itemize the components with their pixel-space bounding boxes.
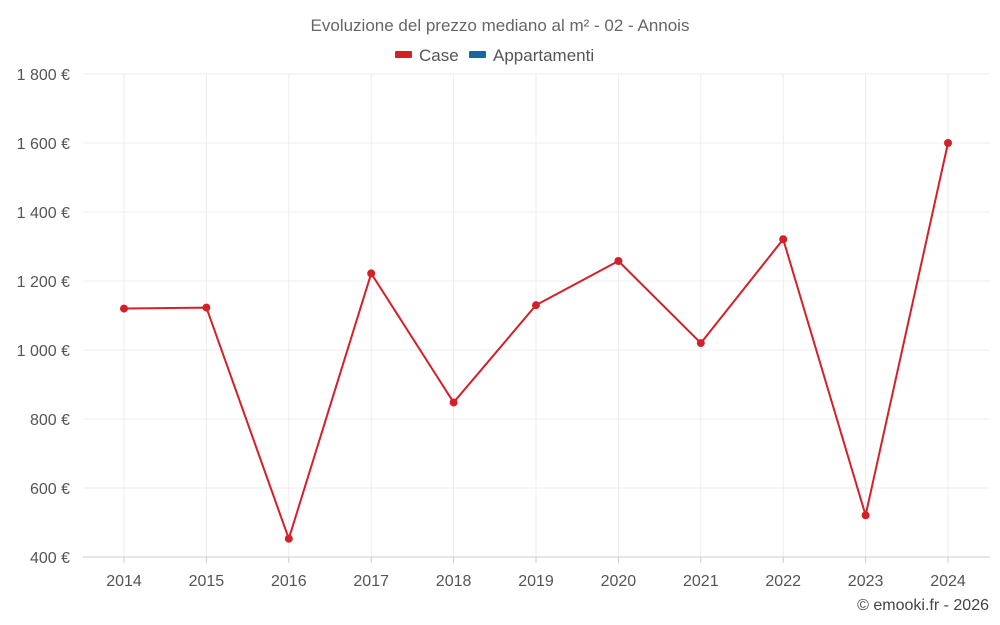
grid-lines: [83, 73, 990, 557]
legend-label-case: Case: [419, 46, 459, 65]
data-point-2021[interactable]: [696, 339, 705, 348]
credit-text: © emooki.fr - 2026: [857, 597, 989, 614]
x-tick-label: 2024: [930, 573, 966, 590]
x-tick-label: 2019: [518, 573, 554, 590]
x-tick-label: 2021: [683, 573, 719, 590]
y-tick-label: 800 €: [30, 412, 70, 429]
legend-item-appartamenti[interactable]: Appartamenti: [469, 46, 594, 65]
series-layer: [120, 139, 952, 543]
data-point-2024[interactable]: [944, 139, 952, 147]
y-axis-ticks: 400 € 600 € 800 € 1 000 € 1 200 € 1 400 € 1 60…: [17, 67, 70, 567]
y-tick-label: 1 400 €: [17, 205, 70, 222]
x-tick-label: 2014: [106, 573, 142, 590]
data-point-2022[interactable]: [779, 235, 788, 244]
legend-label-appartamenti: Appartamenti: [493, 46, 594, 65]
data-point-2017[interactable]: [367, 269, 376, 278]
legend: Case Appartamenti: [395, 46, 594, 65]
y-tick-label: 1 800 €: [17, 67, 70, 84]
data-point-2014[interactable]: [120, 304, 128, 313]
y-tick-label: 400 €: [30, 550, 70, 567]
x-tick-label: 2016: [271, 573, 307, 590]
data-point-2015[interactable]: [202, 303, 211, 312]
y-tick-label: 1 000 €: [17, 343, 70, 360]
data-point-2018[interactable]: [449, 398, 458, 407]
x-tick-label: 2020: [601, 573, 637, 590]
x-tick-label: 2017: [353, 573, 389, 590]
y-tick-label: 1 200 €: [17, 274, 70, 291]
legend-swatch-appartamenti: [469, 51, 486, 58]
y-tick-label: 600 €: [30, 481, 70, 498]
data-point-2019[interactable]: [532, 301, 540, 310]
y-tick-label: 1 600 €: [17, 136, 70, 153]
x-tick-label: 2023: [848, 573, 884, 590]
x-tick-label: 2018: [436, 573, 472, 590]
legend-swatch-case: [395, 51, 412, 58]
x-tick-label: 2015: [189, 573, 225, 590]
data-point-2023[interactable]: [861, 511, 870, 520]
data-point-2016[interactable]: [284, 534, 293, 543]
data-point-2020[interactable]: [614, 256, 623, 265]
x-axis-ticks: 2014 2015 2016 2017 2018 2019 2020 2021 2022 2023…: [106, 557, 966, 590]
chart-title: Evoluzione del prezzo mediano al m² - 02…: [311, 16, 690, 35]
legend-item-case[interactable]: Case: [395, 46, 459, 65]
x-tick-label: 2022: [765, 573, 801, 590]
